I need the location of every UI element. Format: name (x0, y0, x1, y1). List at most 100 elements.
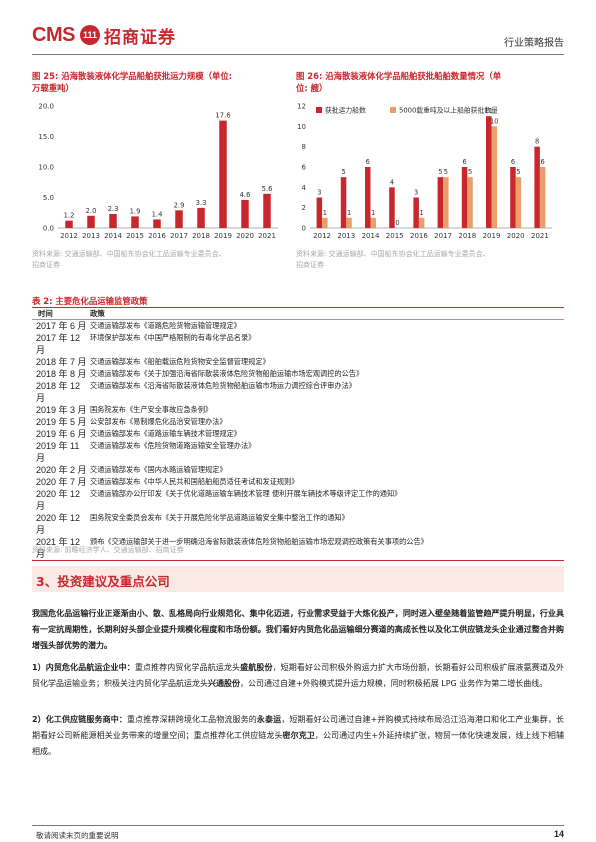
data-label: 5 (341, 168, 345, 176)
table-row: 2018 年 7 月交通运输部发布《船舶载运危险货物安全监督管理规定》 (32, 356, 564, 368)
p3-company-1: 永泰运 (256, 715, 282, 724)
data-label: 1 (323, 209, 327, 217)
x-tick-label: 2012 (60, 232, 78, 240)
figure-26-title-line2: 位: 艘） (296, 83, 328, 93)
x-tick-label: 2018 (458, 232, 476, 240)
bar (87, 215, 95, 228)
table-cell-time: 2018 年 12 月 (36, 381, 81, 403)
bar (153, 219, 161, 228)
data-label: 6 (366, 158, 370, 166)
legend-label: 5000载重吨及以上船舶获批数量 (399, 106, 498, 115)
data-label: 1.2 (64, 212, 75, 220)
y-tick-label: 2 (302, 204, 306, 212)
y-tick-label: 8 (302, 143, 306, 151)
chart-fig25-capacity: 0.0 5.0 10.0 15.0 20.0 1.2 2012 2.0 2013 2.3 2014 1… (38, 103, 278, 240)
table-cell-policy: 交通运输部发布《中华人民共和国船舶船员适任考试和发证规则》 (90, 477, 299, 486)
y-tick-label: 12 (297, 103, 306, 111)
figure-25-source-line2: 招商证券 (32, 261, 60, 269)
table-cell-policy: 交通运输部办公厅印发《关于优化道路运输车辆技术管理 便利开展车辆技术等级评定工作… (90, 489, 402, 498)
x-tick-label: 2018 (192, 232, 210, 240)
table-cell-time: 2017 年 12 月 (36, 333, 81, 355)
bar (443, 177, 449, 228)
y-tick-label: 10.0 (38, 164, 54, 172)
figure-26-source: 资料来源: 交通运输部、中国船东协会化工品运输专业委员会、 招商证券 (296, 249, 564, 271)
figure-25-title-line2: 万载重吨） (32, 83, 74, 93)
x-tick-label: 2019 (214, 232, 232, 240)
x-tick-label: 2021 (258, 232, 276, 240)
data-label: 2.0 (86, 207, 97, 215)
footer-disclaimer: 敬请阅读末页的重要说明 (36, 831, 119, 840)
data-label: 0 (395, 219, 399, 227)
figure-26-title: 图 26: 沿海散装液体化学品船舶获批船舶数量情况（单 位: 艘） (296, 70, 564, 94)
table-row: 2019 年 5 月公安部发布《易制爆危化品治安管理办法》 (32, 416, 564, 428)
table-cell-policy: 交通运输部发布《关于加强沿海省际散装液体危险货物船舶运输市场宏观调控的公告》 (90, 369, 364, 378)
bar (65, 220, 73, 228)
table-header-policy: 政策 (90, 309, 105, 318)
bar (241, 199, 249, 228)
figure-25-title-line1: 图 25: 沿海散装液体化学品船舶获批运力规模（单位: (32, 71, 233, 81)
table-cell-time: 2019 年 3 月 (36, 405, 87, 415)
table-cell-policy: 交通运输部发布《船舶载运危险货物安全监督管理规定》 (90, 357, 270, 366)
p2-text-e: ，公司通过自建+外购模式提升运力规模，同时积极拓展 LPG 业务作为第二增长曲线… (240, 679, 548, 688)
y-tick-label: 15.0 (38, 133, 54, 141)
table-row: 2020 年 7 月交通运输部发布《中华人民共和国船舶船员适任考试和发证规则》 (32, 476, 564, 488)
table-cell-policy: 环境保护部发布《中国严格限制的有毒化学品名录》 (90, 333, 256, 342)
bar (197, 207, 205, 228)
bar (263, 193, 271, 228)
x-tick-label: 2021 (531, 232, 549, 240)
bar (491, 126, 497, 228)
x-tick-label: 2016 (148, 232, 166, 240)
y-tick-label: 20.0 (38, 103, 54, 111)
table-cell-time: 2020 年 2 月 (36, 465, 87, 475)
data-label: 1 (347, 209, 351, 217)
bar (131, 216, 139, 228)
table-cell-time: 2019 年 11 月 (36, 441, 80, 463)
data-label: 11 (485, 107, 493, 115)
legend-label: 获批运力船数 (325, 106, 366, 115)
y-tick-label: 10 (297, 123, 306, 131)
table-header-time: 时间 (38, 309, 53, 318)
bar (510, 167, 516, 228)
paragraph-summary-text: 我国危化品运输行业正逐渐由小、散、乱格局向行业规范化、集中化迈进，行业需求受益于… (32, 609, 564, 650)
data-label: 1.9 (130, 207, 141, 215)
table-cell-policy: 公安部发布《易制爆危化品治安管理办法》 (90, 417, 227, 426)
paragraph-supply-chain: 2）化工供应链服务商中：重点推荐深耕跨境化工品物流服务的永泰运，短期看好公司通过… (32, 712, 564, 760)
page-number: 14 (553, 829, 564, 839)
data-label: 5 (516, 168, 520, 176)
data-label: 4.6 (240, 191, 251, 199)
figure-25-title: 图 25: 沿海散装液体化学品船舶获批运力规模（单位: 万载重吨） (32, 70, 294, 94)
bar (109, 213, 117, 228)
data-label: 17.6 (215, 112, 230, 120)
table-row: 2019 年 11 月 交通运输部发布《危险货物道路运输安全管理办法》 (32, 440, 564, 464)
table-cell-time: 2018 年 8 月 (36, 369, 87, 379)
table-cell-policy: 交通运输部发布《道路运输车辆技术管理规定》 (90, 429, 241, 438)
table-cell-policy: 交通运输部发布《国内水路运输管理规定》 (90, 465, 227, 474)
x-tick-label: 2019 (483, 232, 501, 240)
table-cell-time: 2020 年 12 月 (36, 513, 81, 535)
bar (534, 146, 540, 228)
data-label: 5.6 (262, 185, 273, 193)
section-title: 3、投资建议及重点公司 (36, 574, 170, 589)
x-tick-label: 2014 (362, 232, 380, 240)
p3-text-a: 重点推荐深耕跨境化工品物流服务的 (127, 715, 257, 724)
legend-swatch (390, 107, 396, 113)
policy-table: 时间 政策 2017 年 6 月交通运输部发布《道路危险货物运输管理规定》 201… (32, 307, 564, 561)
figure-25-source: 资料来源: 交通运输部、中国船东协会化工品运输专业委员会、 招商证券 (32, 249, 294, 271)
p3-lead: 2）化工供应链服务商中： (32, 715, 127, 724)
y-tick-label: 5.0 (43, 194, 54, 202)
bar (365, 167, 371, 228)
table-row: 2018 年 12 月交通运输部发布《沿海省际散装液体危险货物船舶运输市场运力调… (32, 380, 564, 404)
data-label: 1 (371, 209, 375, 217)
y-tick-label: 0 (302, 225, 306, 233)
x-tick-label: 2015 (386, 232, 404, 240)
figure-26-source-line1: 资料来源: 交通运输部、中国船东协会化工品运输专业委员会、 (296, 250, 490, 258)
p2-text-c: ，短期看好公司积极外购运力扩大市场份额，长期看好公司积极扩展液氨赛道及外贸化学品… (32, 663, 565, 688)
table-top-rule (32, 307, 564, 308)
p3-text-c: ，短期看好公司通过自建+并购模式持续布局沿江沿海港口和化工产业集群，长期看好公司… (32, 715, 565, 740)
table-cell-policy: 交通运输部发布《危险货物道路运输安全管理办法》 (90, 441, 256, 450)
table-header-row: 时间 政策 (32, 308, 564, 320)
logo-chinese-name: 招商证券 (103, 27, 176, 48)
figure-26-source-line2: 招商证券 (296, 261, 324, 269)
paragraph-summary: 我国危化品运输行业正逐渐由小、散、乱格局向行业规范化、集中化迈进，行业需求受益于… (32, 606, 564, 654)
data-label: 3.3 (196, 199, 207, 207)
